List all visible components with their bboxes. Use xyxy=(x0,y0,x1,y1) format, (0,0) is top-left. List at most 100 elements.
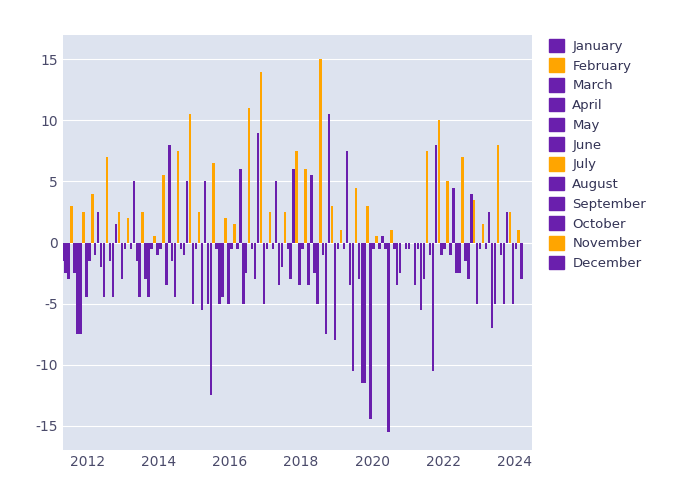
Bar xyxy=(59,242,61,254)
Bar xyxy=(272,242,274,248)
Bar xyxy=(115,224,117,242)
Bar xyxy=(455,242,458,273)
Bar xyxy=(426,151,428,242)
Bar xyxy=(106,157,108,242)
Bar xyxy=(435,145,437,242)
Bar xyxy=(257,132,259,242)
Bar xyxy=(64,242,67,273)
Bar xyxy=(325,242,328,334)
Bar xyxy=(449,242,452,254)
Bar xyxy=(494,242,496,304)
Bar xyxy=(74,242,76,273)
Bar xyxy=(139,242,141,298)
Bar xyxy=(322,242,325,254)
Bar xyxy=(124,242,126,248)
Bar xyxy=(55,170,58,242)
Bar xyxy=(245,242,248,273)
Bar xyxy=(346,151,348,242)
Legend: January, February, March, April, May, June, July, August, September, October, No: January, February, March, April, May, Ju… xyxy=(543,34,651,276)
Bar xyxy=(206,242,209,304)
Bar xyxy=(162,176,164,242)
Bar xyxy=(281,242,283,267)
Bar xyxy=(118,212,120,242)
Bar xyxy=(120,242,123,279)
Bar xyxy=(130,242,132,248)
Bar xyxy=(262,242,265,304)
Bar xyxy=(183,242,186,254)
Bar xyxy=(378,242,381,248)
Bar xyxy=(482,224,484,242)
Bar xyxy=(79,242,82,334)
Bar xyxy=(192,242,194,304)
Bar xyxy=(174,242,176,298)
Bar xyxy=(286,242,289,248)
Bar xyxy=(438,120,440,242)
Bar xyxy=(82,212,85,242)
Bar xyxy=(405,242,407,248)
Bar xyxy=(224,218,227,242)
Bar xyxy=(461,157,463,242)
Bar xyxy=(301,242,304,248)
Bar xyxy=(447,182,449,242)
Bar xyxy=(221,242,224,298)
Bar xyxy=(218,242,220,304)
Bar xyxy=(509,212,511,242)
Bar xyxy=(278,242,280,285)
Bar xyxy=(298,242,301,285)
Bar xyxy=(94,242,97,254)
Bar xyxy=(337,242,340,248)
Bar xyxy=(284,212,286,242)
Bar xyxy=(171,242,174,261)
Bar xyxy=(367,206,369,242)
Bar xyxy=(132,182,135,242)
Bar xyxy=(393,242,395,248)
Bar xyxy=(177,151,179,242)
Bar xyxy=(440,242,443,254)
Bar xyxy=(488,212,490,242)
Bar xyxy=(307,242,309,285)
Bar xyxy=(414,242,416,285)
Bar xyxy=(76,242,78,334)
Bar xyxy=(473,200,475,242)
Bar xyxy=(432,242,434,370)
Bar xyxy=(242,242,244,304)
Bar xyxy=(248,108,251,242)
Bar xyxy=(476,242,478,304)
Bar xyxy=(464,242,467,261)
Bar xyxy=(91,194,94,242)
Bar xyxy=(290,242,292,279)
Bar xyxy=(384,242,386,248)
Bar xyxy=(479,242,482,248)
Bar xyxy=(334,242,336,340)
Bar xyxy=(375,236,378,242)
Bar xyxy=(236,242,239,248)
Bar xyxy=(67,242,70,279)
Bar xyxy=(343,242,345,248)
Bar xyxy=(390,230,393,242)
Bar xyxy=(443,242,446,248)
Bar xyxy=(316,242,319,304)
Bar xyxy=(197,212,200,242)
Bar xyxy=(195,242,197,248)
Bar xyxy=(52,236,55,242)
Bar xyxy=(363,242,366,383)
Bar xyxy=(387,242,390,432)
Bar xyxy=(372,242,375,248)
Bar xyxy=(97,212,99,242)
Bar xyxy=(112,242,114,298)
Bar xyxy=(349,242,351,285)
Bar xyxy=(213,163,215,242)
Bar xyxy=(428,242,431,254)
Bar xyxy=(355,188,357,242)
Bar xyxy=(370,242,372,420)
Bar xyxy=(458,242,461,273)
Bar xyxy=(505,212,508,242)
Bar xyxy=(485,242,487,248)
Bar xyxy=(408,242,410,248)
Bar xyxy=(150,242,153,248)
Bar xyxy=(416,242,419,248)
Bar xyxy=(470,194,473,242)
Bar xyxy=(186,182,188,242)
Bar xyxy=(520,242,523,279)
Bar xyxy=(313,242,316,273)
